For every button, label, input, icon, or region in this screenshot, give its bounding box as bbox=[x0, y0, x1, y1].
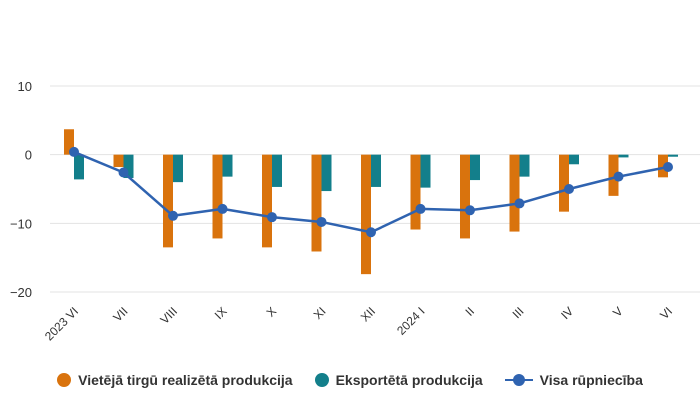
bar-domestic[interactable] bbox=[559, 154, 569, 212]
x-axis: 2023 VI VII VIII IX X XI XII 2024 I II III IV V VI bbox=[42, 304, 675, 343]
bar-export[interactable] bbox=[668, 154, 678, 157]
x-tick-label: VIII bbox=[157, 304, 180, 327]
legend-marker-domestic bbox=[57, 373, 72, 387]
x-tick-label: 2024 I bbox=[394, 304, 427, 337]
bar-export[interactable] bbox=[272, 154, 282, 187]
y-tick-label: 10 bbox=[18, 79, 32, 94]
point-industry[interactable] bbox=[663, 162, 673, 173]
legend-item-domestic[interactable]: Vietējā tirgū realizētā produkcija bbox=[57, 372, 293, 388]
x-tick-label: IX bbox=[212, 304, 230, 322]
bar-export[interactable] bbox=[618, 154, 629, 158]
point-industry[interactable] bbox=[465, 205, 475, 216]
x-tick-label: XI bbox=[311, 304, 329, 322]
bar-domestic[interactable] bbox=[608, 154, 619, 196]
bar-domestic[interactable] bbox=[212, 154, 223, 239]
bar-domestic[interactable] bbox=[262, 154, 272, 248]
bar-export[interactable] bbox=[173, 154, 183, 183]
y-tick-label: −20 bbox=[10, 285, 32, 300]
bar-domestic[interactable] bbox=[163, 154, 173, 248]
y-axis: −20 −10 0 10 bbox=[10, 79, 32, 300]
point-industry[interactable] bbox=[316, 216, 327, 227]
point-industry[interactable] bbox=[69, 146, 79, 157]
legend-label-domestic: Vietējā tirgū realizētā produkcija bbox=[78, 372, 293, 388]
x-tick-label: V bbox=[610, 304, 626, 320]
legend-item-industry[interactable]: Visa rūpniecība bbox=[504, 372, 643, 388]
x-tick-label: 2023 VI bbox=[42, 304, 81, 343]
x-tick-label: XII bbox=[358, 304, 378, 324]
point-industry[interactable] bbox=[168, 210, 178, 221]
x-tick-label: II bbox=[463, 304, 478, 319]
bar-domestic[interactable] bbox=[361, 154, 371, 275]
legend-label-industry: Visa rūpniecība bbox=[539, 372, 643, 388]
bar-export[interactable] bbox=[371, 154, 381, 187]
point-industry[interactable] bbox=[564, 184, 574, 194]
gridlines bbox=[50, 85, 700, 293]
y-tick-label: 0 bbox=[25, 148, 32, 163]
point-industry[interactable] bbox=[613, 171, 624, 182]
point-industry[interactable] bbox=[366, 227, 376, 238]
legend-marker-industry bbox=[504, 373, 533, 387]
bar-export[interactable] bbox=[123, 154, 134, 179]
bar-export[interactable] bbox=[470, 154, 480, 181]
bar-export[interactable] bbox=[321, 154, 332, 192]
point-industry[interactable] bbox=[415, 203, 426, 214]
bar-export[interactable] bbox=[74, 154, 84, 180]
bar-export[interactable] bbox=[569, 154, 579, 165]
bar-export[interactable] bbox=[519, 154, 530, 177]
bar-domestic[interactable] bbox=[64, 129, 74, 155]
bars bbox=[64, 129, 678, 275]
bar-domestic[interactable] bbox=[509, 154, 520, 232]
x-tick-label: IV bbox=[558, 304, 576, 322]
x-tick-label: X bbox=[264, 304, 280, 320]
x-tick-label: VI bbox=[657, 304, 675, 322]
line-series bbox=[69, 146, 673, 238]
point-industry[interactable] bbox=[267, 212, 277, 223]
y-tick-label: −10 bbox=[10, 216, 32, 231]
bar-export[interactable] bbox=[222, 154, 233, 177]
x-tick-label: III bbox=[510, 304, 527, 321]
legend-label-export: Eksportētā produkcija bbox=[335, 372, 483, 388]
legend: Vietējā tirgū realizētā produkcija Ekspo… bbox=[0, 362, 700, 398]
bar-domestic[interactable] bbox=[658, 154, 668, 178]
bar-domestic[interactable] bbox=[311, 154, 322, 252]
bar-domestic[interactable] bbox=[460, 154, 470, 239]
x-tick-label: VII bbox=[110, 304, 130, 324]
bar-domestic[interactable] bbox=[410, 154, 421, 230]
legend-item-export[interactable]: Eksportētā produkcija bbox=[314, 372, 483, 388]
bar-export[interactable] bbox=[420, 154, 431, 188]
legend-marker-export bbox=[314, 373, 329, 387]
point-industry[interactable] bbox=[217, 203, 228, 214]
bar-domestic[interactable] bbox=[113, 154, 124, 168]
point-industry[interactable] bbox=[118, 167, 129, 178]
point-industry[interactable] bbox=[514, 198, 525, 209]
